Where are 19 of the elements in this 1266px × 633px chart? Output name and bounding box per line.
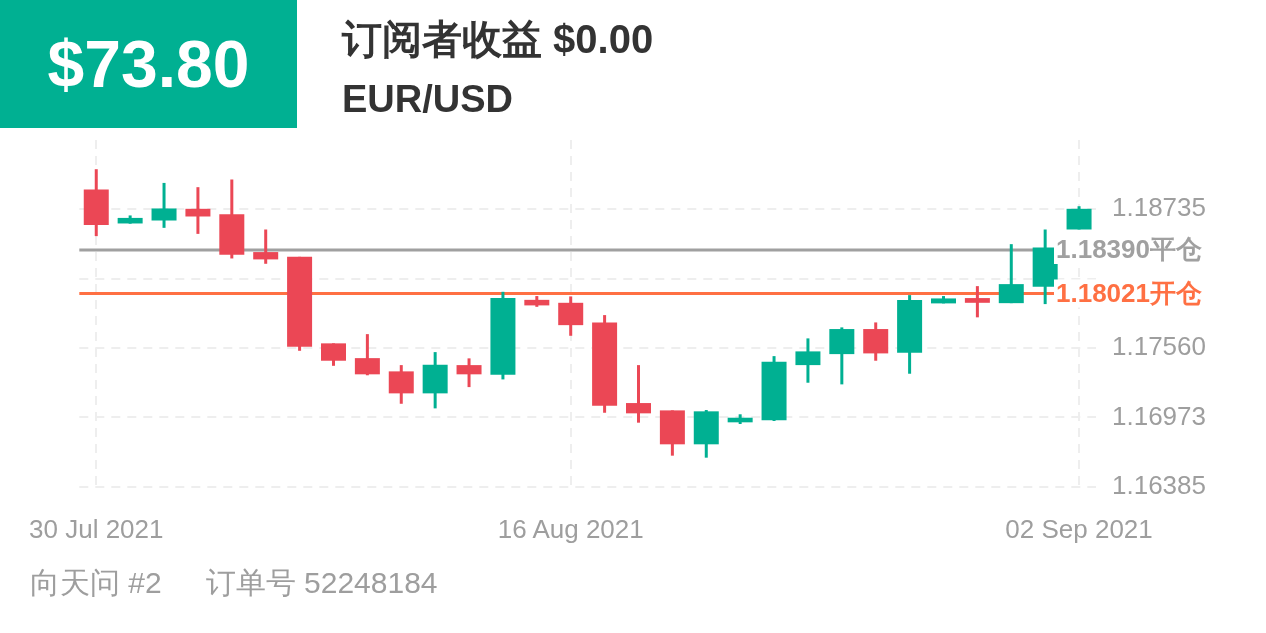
candlestick xyxy=(253,229,279,264)
x-tick-label: 02 Sep 2021 xyxy=(1005,513,1153,544)
y-tick-label: 1.17560 xyxy=(1112,331,1206,362)
text: 订单号 52248184 xyxy=(205,566,438,599)
text: $73.80 xyxy=(0,0,297,128)
ref-line-label: 1.18390平仓 xyxy=(1056,234,1202,265)
candlestick xyxy=(456,358,482,389)
candlestick xyxy=(185,187,211,234)
x-tick-label: 16 Aug 2021 xyxy=(497,513,644,544)
candlestick xyxy=(625,365,651,423)
chart-subtitle: EUR/USD xyxy=(342,78,514,121)
y-tick-label: 1.16973 xyxy=(1112,400,1206,431)
chart-title: 订阅者收益 $0.00 xyxy=(342,16,654,63)
y-tick-label: 1.16385 xyxy=(1112,470,1206,501)
candlestick xyxy=(964,286,990,318)
ref-line-label: 1.18021开仓 xyxy=(1056,277,1202,308)
text: 向天问 #2 xyxy=(30,566,162,599)
y-tick-label: 1.18735 xyxy=(1112,192,1206,223)
x-tick-label: 30 Jul 2021 xyxy=(29,513,164,544)
